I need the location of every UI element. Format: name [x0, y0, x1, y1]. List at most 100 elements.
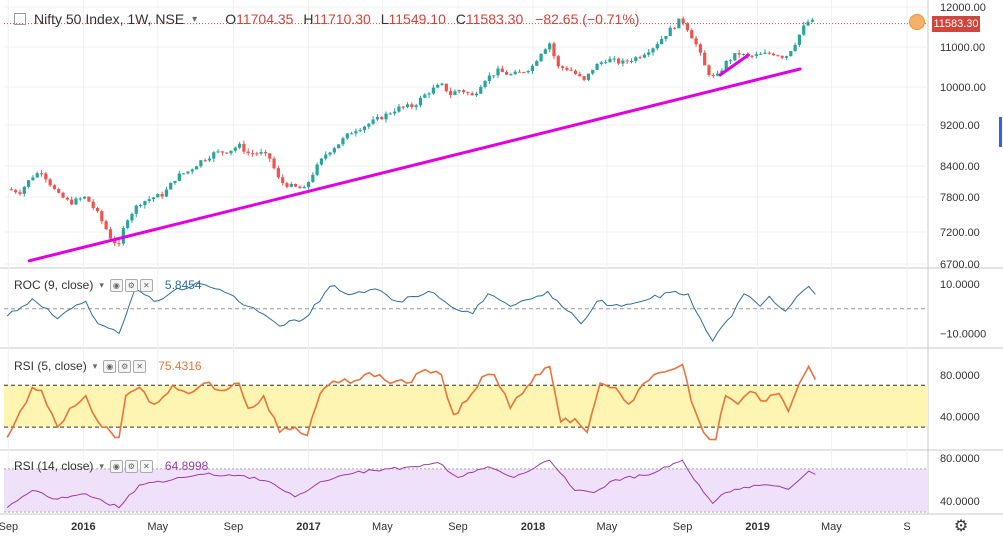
price-axis-tick-label: 7200.00	[940, 227, 980, 239]
candle-body	[216, 151, 220, 153]
candle-body	[39, 173, 44, 175]
candle-body	[242, 143, 246, 152]
candle-body	[466, 92, 470, 94]
candle-body	[595, 63, 599, 70]
settings-icon[interactable]: ⚙	[124, 459, 138, 473]
time-axis-tick-label: May	[147, 521, 168, 533]
open-value: 11704.35	[236, 11, 294, 27]
alert-icon[interactable]	[909, 14, 925, 30]
price-axis-tick-label: 8400.00	[940, 161, 980, 173]
candle-body	[263, 152, 268, 154]
candle-body	[629, 61, 634, 63]
candle-body	[199, 160, 203, 167]
candle-body	[182, 173, 186, 175]
rsi5-title[interactable]: RSI (5, close)	[14, 359, 87, 373]
candle-body	[423, 94, 427, 98]
candle-body	[371, 119, 375, 124]
candle-body	[573, 70, 578, 75]
candle-body	[52, 185, 57, 190]
candle-body	[664, 36, 668, 39]
close-icon[interactable]: ✕	[139, 459, 153, 473]
candle-body	[238, 143, 242, 148]
candle-body	[380, 116, 384, 120]
candle-body	[647, 52, 651, 55]
candle-body	[268, 153, 272, 159]
candle-body	[358, 130, 362, 132]
candle-body	[690, 30, 694, 39]
candle-body	[608, 58, 612, 63]
settings-icon[interactable]: ⚙	[118, 359, 132, 373]
last-price-tag: 11583.30	[932, 15, 980, 32]
candle-body	[405, 104, 410, 107]
candle-body	[560, 66, 565, 69]
candle-body	[431, 87, 435, 94]
candle-body	[27, 180, 31, 187]
indicator-band	[4, 468, 928, 512]
candle-body	[522, 72, 526, 74]
rsi14-pane-controls: ◉ ⚙ ✕	[109, 459, 153, 473]
candle-body	[530, 65, 535, 72]
eye-icon[interactable]: ◉	[109, 278, 123, 292]
candle-body	[319, 158, 324, 165]
rsi5-pane-controls: ◉ ⚙ ✕	[103, 359, 147, 373]
candle-body	[203, 160, 207, 162]
candle-body	[207, 158, 212, 161]
rsi14-legend: RSI (14, close) ▾ ◉ ⚙ ✕ 64.8998	[14, 459, 208, 473]
rsi14-title[interactable]: RSI (14, close)	[14, 459, 94, 473]
candle-body	[160, 194, 164, 197]
candle-body	[660, 38, 664, 45]
symbol-title[interactable]: Nifty 50 Index, 1W, NSE	[34, 11, 185, 27]
candle-body	[78, 198, 82, 200]
chart-settings-gear-icon[interactable]: ⚙	[953, 518, 969, 535]
candle-body	[173, 180, 177, 183]
candle-body	[169, 182, 173, 190]
eye-icon[interactable]: ◉	[109, 459, 123, 473]
candle-body	[750, 55, 754, 57]
candle-body	[681, 18, 685, 24]
candle-body	[668, 27, 672, 37]
candle-body	[741, 54, 746, 56]
close-icon[interactable]: ✕	[133, 359, 147, 373]
candle-body	[449, 91, 453, 95]
candle-body	[276, 168, 280, 178]
candle-body	[492, 75, 496, 77]
candle-body	[569, 69, 573, 71]
candle-body	[733, 53, 737, 61]
candle-body	[728, 60, 733, 62]
roc-title[interactable]: ROC (9, close)	[14, 278, 94, 292]
rsi14-value: 64.8998	[164, 459, 209, 473]
candle-body	[461, 90, 466, 93]
candle-body	[95, 207, 100, 212]
candle-body	[108, 229, 113, 239]
candle-body	[324, 154, 328, 159]
ohlc-values: O11704.35 H11710.30 L11549.10 C11583.30 …	[225, 11, 640, 27]
candle-body	[61, 192, 65, 198]
candle-body	[483, 81, 487, 87]
candle-body	[104, 221, 108, 230]
chevron-down-icon[interactable]: ▾	[92, 360, 98, 371]
eye-icon[interactable]: ◉	[103, 359, 117, 373]
legend-menu-icon[interactable]	[14, 13, 26, 25]
roc-legend: ROC (9, close) ▾ ◉ ⚙ ✕ 5.8454	[14, 278, 202, 292]
candle-body	[487, 75, 491, 82]
candle-body	[565, 68, 569, 70]
chevron-down-icon[interactable]: ▾	[99, 279, 104, 290]
indicator-axis-tick-label: 10.0000	[940, 279, 980, 291]
low-value: 11549.10	[388, 11, 446, 27]
chevron-down-icon[interactable]: ▾	[192, 13, 198, 25]
candle-body	[582, 76, 586, 80]
time-axis-tick-label: May	[821, 521, 842, 533]
close-icon[interactable]: ✕	[139, 278, 153, 292]
candle-body	[332, 148, 336, 153]
candle-body	[117, 243, 121, 245]
settings-icon[interactable]: ⚙	[124, 278, 138, 292]
candle-body	[164, 189, 169, 197]
candle-body	[457, 90, 461, 92]
indicator-axis-tick-label: 80.0000	[940, 453, 980, 465]
candle-body	[802, 25, 806, 35]
chevron-down-icon[interactable]: ▾	[99, 460, 104, 471]
candle-body	[393, 111, 397, 114]
candle-body	[759, 53, 763, 55]
scale-handle[interactable]	[999, 117, 1002, 147]
